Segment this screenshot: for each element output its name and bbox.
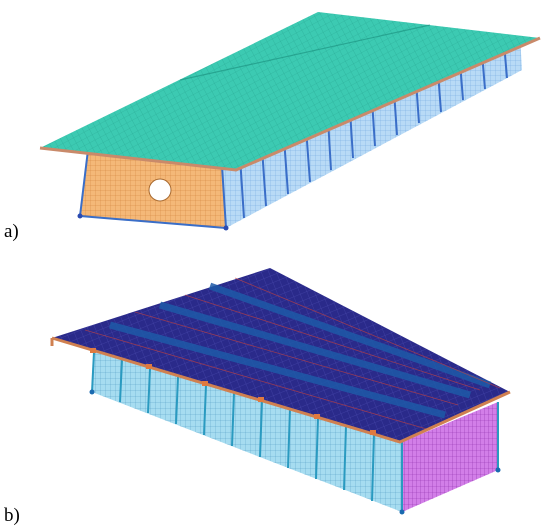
building-model-b bbox=[50, 268, 511, 515]
building-model-a bbox=[39, 12, 541, 231]
panel-label-a: a) bbox=[4, 221, 19, 242]
roof-strips-b bbox=[109, 282, 492, 419]
gable-opening-a bbox=[148, 178, 172, 202]
roof-eaves-a bbox=[39, 36, 541, 172]
panel-label-b: b) bbox=[4, 505, 20, 526]
wall-frames-b bbox=[91, 351, 375, 502]
roof-eaves-b bbox=[50, 336, 511, 444]
